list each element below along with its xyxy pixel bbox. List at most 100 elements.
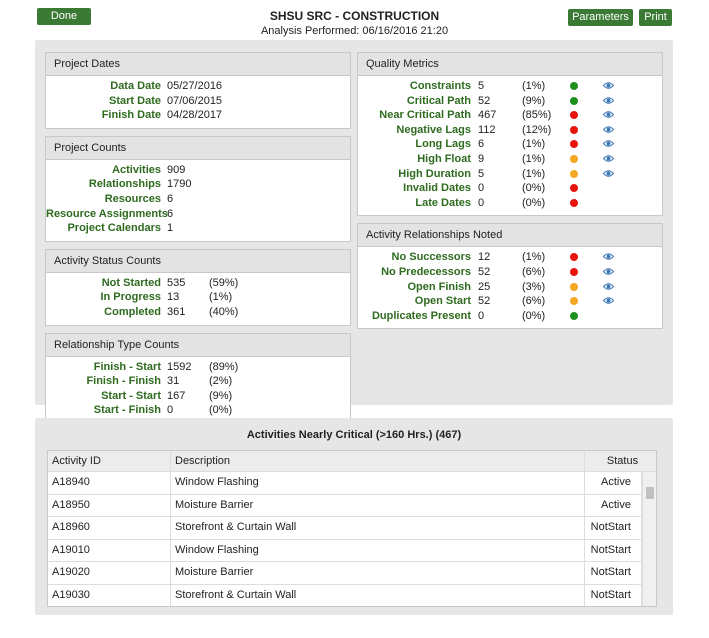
column-header[interactable]: Status <box>606 455 639 467</box>
metric-percent: (0%) <box>522 309 546 322</box>
metric-label: Negative Lags <box>396 123 471 136</box>
view-icon[interactable] <box>603 139 614 148</box>
metric-value: 112 <box>478 123 496 136</box>
metric-label: In Progress <box>100 291 161 304</box>
metric-percent: (1%) <box>522 80 546 92</box>
metric-label: Finish - Finish <box>86 375 161 388</box>
metric-value: 0 <box>478 182 485 195</box>
metric-label: No Predecessors <box>381 265 471 278</box>
metric-value: 5 <box>478 80 485 92</box>
panel: Project Dates Data Date 05/27/2016 Start Da… <box>45 52 351 129</box>
view-icon[interactable] <box>603 282 614 291</box>
metric-label: Constraints <box>409 80 471 92</box>
metric-label: Start - Finish <box>93 404 161 417</box>
metric-row: Near Critical Path 467 (85%) <box>358 108 662 123</box>
metric-label: Relationships <box>88 178 161 191</box>
status-dot <box>570 184 578 193</box>
metric-label: Critical Path <box>406 94 471 107</box>
metric-value: 361 <box>167 305 186 318</box>
metric-value: 467 <box>478 109 497 122</box>
panel-rows: Activities 909 Relationships 1790 Resources 6… <box>46 160 350 241</box>
metric-row: Activities 909 <box>46 163 350 178</box>
parameters-button[interactable]: Parameters <box>568 9 633 26</box>
metric-row: Start Date 07/06/2015 <box>46 94 350 109</box>
metric-value: 167 <box>167 389 186 402</box>
metric-value: 07/06/2015 <box>167 94 223 107</box>
metric-value: 1 <box>167 222 174 235</box>
metric-label: Completed <box>104 305 161 318</box>
table-row[interactable]: A19030 Storefront & Curtain Wall NotStart <box>48 584 642 606</box>
metric-percent: (0%) <box>209 404 233 417</box>
metric-percent: (89%) <box>209 360 239 373</box>
panel: Project Counts Activities 909 Relationships… <box>45 135 351 242</box>
table-header: Activity ID Description Status <box>48 451 656 472</box>
view-icon[interactable] <box>603 125 614 134</box>
view-icon[interactable] <box>603 96 614 105</box>
metric-value: 535 <box>167 276 186 289</box>
metric-label: Start Date <box>109 94 161 107</box>
table-cell: Active <box>585 472 642 494</box>
column-header[interactable]: Description <box>171 451 585 471</box>
metric-label: Finish - Start <box>93 360 161 373</box>
metric-value: 31 <box>167 375 180 388</box>
status-dot <box>570 253 578 262</box>
metric-row: Start - Finish 0 (0%) <box>46 403 350 418</box>
table-row[interactable]: A19010 Window Flashing NotStart <box>48 539 642 562</box>
table-cell: Moisture Barrier <box>171 494 585 516</box>
print-button[interactable]: Print <box>639 9 672 26</box>
panel-title: Project Counts <box>46 136 350 160</box>
panel-rows: No Successors 12 (1%) No Predecessors 52 (6%)… <box>358 247 662 328</box>
status-dot <box>570 267 578 276</box>
metric-row: High Duration 5 (1%) <box>358 167 662 182</box>
metric-value: 05/27/2016 <box>167 80 223 92</box>
panel-title: Activity Status Counts <box>46 249 350 273</box>
done-button[interactable]: Done <box>37 8 91 25</box>
metric-label: Open Finish <box>407 280 471 293</box>
scrollbar[interactable] <box>642 472 656 606</box>
metric-percent: (6%) <box>522 265 546 278</box>
status-dot <box>570 82 578 90</box>
view-icon[interactable] <box>603 110 614 119</box>
view-icon[interactable] <box>603 267 614 276</box>
metric-row: Completed 361 (40%) <box>46 305 350 320</box>
metric-value: 52 <box>478 94 491 107</box>
table-row[interactable]: A18960 Storefront & Curtain Wall NotStart <box>48 517 642 540</box>
table-cell: Storefront & Curtain Wall <box>171 517 585 539</box>
status-dot <box>570 198 578 207</box>
table-row[interactable]: A19020 Moisture Barrier NotStart <box>48 562 642 585</box>
metric-row: In Progress 13 (1%) <box>46 290 350 305</box>
metric-percent: (1%) <box>522 152 546 165</box>
metric-row: Long Lags 6 (1%) <box>358 137 662 152</box>
panel-rows: Data Date 05/27/2016 Start Date 07/06/2015 F… <box>46 76 350 128</box>
table-row[interactable]: A18940 Window Flashing Active <box>48 472 642 495</box>
metric-row: Finish - Start 1592 (89%) <box>46 360 350 375</box>
table-cell: Storefront & Curtain Wall <box>171 584 585 606</box>
table-cell: A19020 <box>48 562 171 584</box>
table-cell: NotStart <box>585 562 642 584</box>
metric-label: Resource Assignments <box>46 207 168 220</box>
view-icon[interactable] <box>603 154 614 163</box>
view-icon[interactable] <box>603 296 614 305</box>
table-cell: A19030 <box>48 584 171 606</box>
view-icon[interactable] <box>603 252 614 261</box>
metric-label: Open Start <box>414 295 471 308</box>
metric-value: 0 <box>478 309 485 322</box>
table-cell: Window Flashing <box>171 472 585 494</box>
metric-row: Open Finish 25 (3%) <box>358 280 662 295</box>
column-header[interactable]: Activity ID <box>48 451 171 471</box>
view-icon[interactable] <box>603 169 614 178</box>
metric-value: 52 <box>478 265 491 278</box>
metric-label: Resources <box>104 192 161 205</box>
metric-row: Relationships 1790 <box>46 177 350 192</box>
view-icon[interactable] <box>603 81 614 90</box>
panel: Quality Metrics Constraints 5 (1%) Critical … <box>357 52 663 217</box>
scroll-thumb[interactable] <box>646 487 654 499</box>
metric-percent: (0%) <box>522 196 546 209</box>
metric-label: Late Dates <box>415 196 471 209</box>
status-dot <box>570 297 578 306</box>
table-row[interactable]: A18950 Moisture Barrier Active <box>48 494 642 517</box>
metric-label: Finish Date <box>101 109 161 122</box>
table-cell: A18950 <box>48 494 171 516</box>
table-cell: A19010 <box>48 539 171 561</box>
